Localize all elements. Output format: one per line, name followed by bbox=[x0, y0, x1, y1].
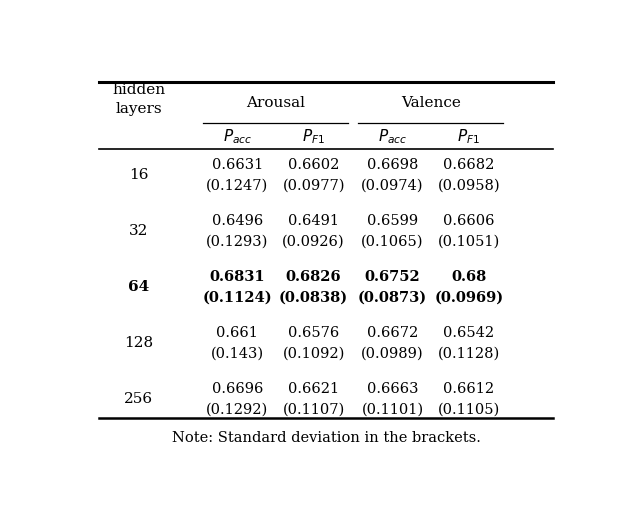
Text: 0.6672: 0.6672 bbox=[367, 325, 418, 339]
Text: 64: 64 bbox=[128, 279, 149, 293]
Text: 16: 16 bbox=[129, 168, 148, 182]
Text: 0.6831: 0.6831 bbox=[209, 269, 265, 283]
Text: 0.6576: 0.6576 bbox=[288, 325, 339, 339]
Text: (0.1051): (0.1051) bbox=[438, 234, 500, 248]
Text: 0.6631: 0.6631 bbox=[212, 157, 263, 172]
Text: (0.0838): (0.0838) bbox=[279, 290, 348, 304]
Text: Arousal: Arousal bbox=[246, 96, 305, 110]
Text: (0.1124): (0.1124) bbox=[202, 290, 272, 304]
Text: hidden
layers: hidden layers bbox=[112, 82, 165, 116]
Text: 0.661: 0.661 bbox=[216, 325, 258, 339]
Text: (0.0958): (0.0958) bbox=[438, 178, 500, 192]
Text: 0.6826: 0.6826 bbox=[286, 269, 342, 283]
Text: 0.6612: 0.6612 bbox=[443, 381, 494, 395]
Text: (0.1107): (0.1107) bbox=[282, 402, 345, 415]
Text: (0.1292): (0.1292) bbox=[206, 402, 268, 415]
Text: (0.1247): (0.1247) bbox=[206, 178, 268, 192]
Text: Valence: Valence bbox=[401, 96, 460, 110]
Text: 0.6682: 0.6682 bbox=[443, 157, 495, 172]
Text: (0.1065): (0.1065) bbox=[361, 234, 424, 248]
Text: $P_{F1}$: $P_{F1}$ bbox=[302, 127, 325, 146]
Text: (0.0974): (0.0974) bbox=[361, 178, 424, 192]
Text: (0.0969): (0.0969) bbox=[434, 290, 504, 304]
Text: 0.6621: 0.6621 bbox=[288, 381, 339, 395]
Text: (0.1105): (0.1105) bbox=[438, 402, 500, 415]
Text: Note: Standard deviation in the brackets.: Note: Standard deviation in the brackets… bbox=[172, 430, 480, 444]
Text: (0.0926): (0.0926) bbox=[282, 234, 345, 248]
Text: (0.1101): (0.1101) bbox=[361, 402, 424, 415]
Text: 0.6606: 0.6606 bbox=[443, 213, 495, 227]
Text: 0.6696: 0.6696 bbox=[212, 381, 263, 395]
Text: (0.0977): (0.0977) bbox=[282, 178, 345, 192]
Text: 256: 256 bbox=[124, 391, 153, 405]
Text: (0.1128): (0.1128) bbox=[438, 346, 500, 360]
Text: 0.6599: 0.6599 bbox=[367, 213, 418, 227]
Text: (0.1293): (0.1293) bbox=[206, 234, 268, 248]
Text: 0.6602: 0.6602 bbox=[288, 157, 340, 172]
Text: 0.6496: 0.6496 bbox=[212, 213, 263, 227]
Text: $P_{acc}$: $P_{acc}$ bbox=[378, 127, 407, 146]
Text: 128: 128 bbox=[124, 335, 153, 349]
Text: (0.0989): (0.0989) bbox=[361, 346, 424, 360]
Text: $P_{F1}$: $P_{F1}$ bbox=[457, 127, 480, 146]
Text: (0.1092): (0.1092) bbox=[282, 346, 345, 360]
Text: 0.6698: 0.6698 bbox=[367, 157, 418, 172]
Text: 0.6491: 0.6491 bbox=[288, 213, 339, 227]
Text: 32: 32 bbox=[129, 223, 148, 238]
Text: 0.6542: 0.6542 bbox=[443, 325, 494, 339]
Text: 0.6752: 0.6752 bbox=[364, 269, 420, 283]
Text: (0.0873): (0.0873) bbox=[358, 290, 427, 304]
Text: 0.6663: 0.6663 bbox=[367, 381, 418, 395]
Text: (0.143): (0.143) bbox=[211, 346, 264, 360]
Text: $P_{acc}$: $P_{acc}$ bbox=[223, 127, 252, 146]
Text: 0.68: 0.68 bbox=[452, 269, 487, 283]
